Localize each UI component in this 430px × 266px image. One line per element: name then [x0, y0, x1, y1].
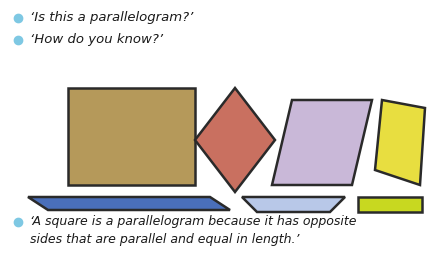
Polygon shape — [68, 88, 195, 185]
Polygon shape — [195, 88, 275, 192]
Polygon shape — [272, 100, 372, 185]
Polygon shape — [28, 197, 230, 210]
Polygon shape — [242, 197, 345, 212]
Text: ‘How do you know?’: ‘How do you know?’ — [30, 34, 163, 47]
Polygon shape — [358, 197, 422, 212]
Text: ‘Is this a parallelogram?’: ‘Is this a parallelogram?’ — [30, 11, 194, 24]
Polygon shape — [375, 100, 425, 185]
Text: ‘A square is a parallelogram because it has opposite: ‘A square is a parallelogram because it … — [30, 215, 356, 228]
Text: sides that are parallel and equal in length.’: sides that are parallel and equal in len… — [30, 234, 300, 247]
